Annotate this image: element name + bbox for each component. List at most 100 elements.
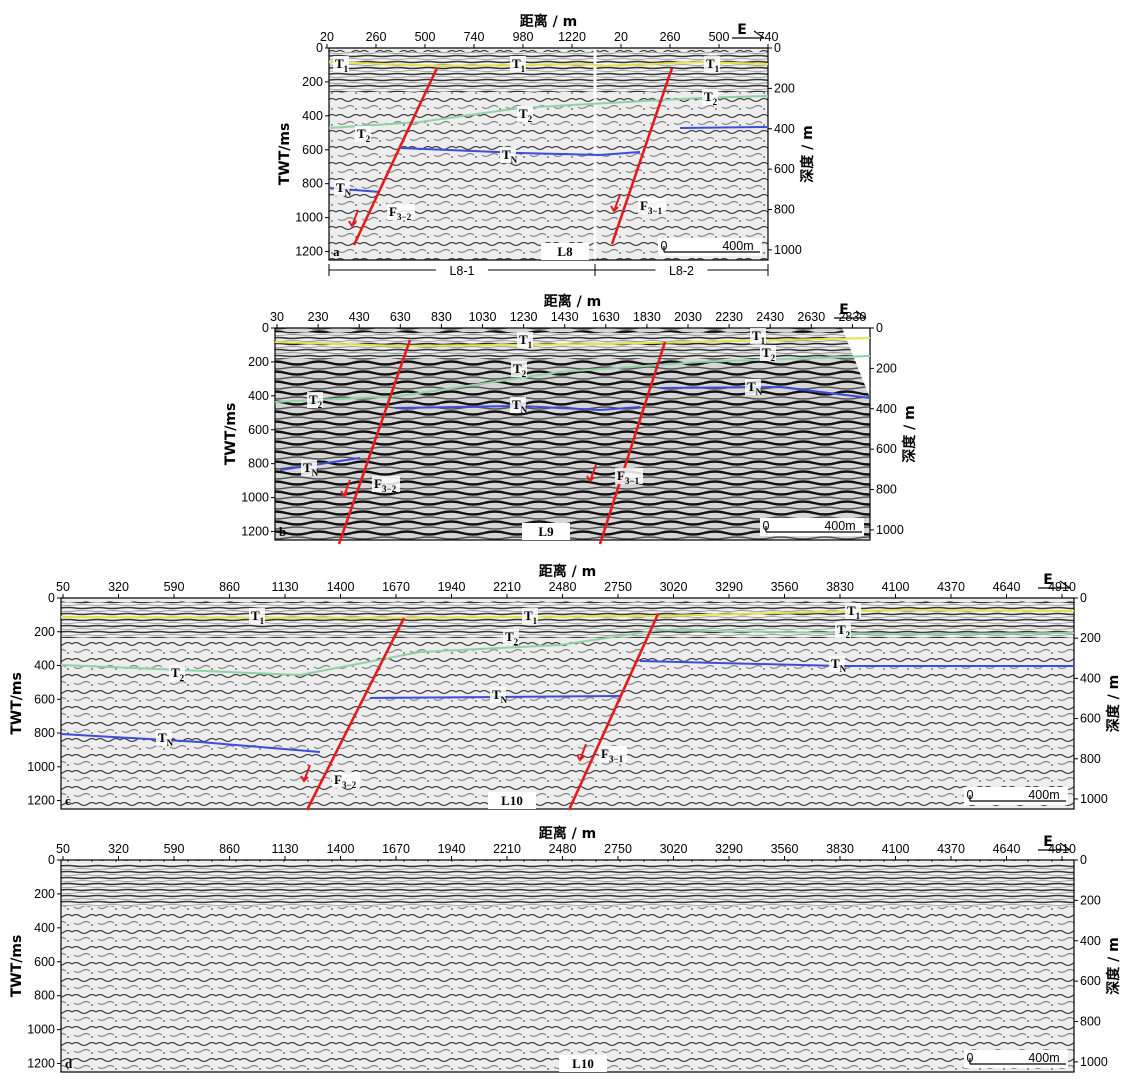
fault-slip-arrow-icon bbox=[610, 194, 621, 213]
seismic-panel-b: 30 230 430 630 830 1030 1230 1430 1630 1830 2030 22… bbox=[223, 293, 918, 545]
x-tick-label: 1230 bbox=[510, 310, 538, 324]
scale-zero: 0 bbox=[763, 519, 770, 533]
line-label-text: L9 bbox=[538, 524, 554, 539]
x-tick-label: 740 bbox=[758, 30, 779, 44]
horizon-label: T1 bbox=[704, 56, 720, 74]
slip-arrow-head bbox=[300, 775, 309, 783]
y-left-tick-label: 1200 bbox=[27, 1057, 55, 1071]
panel-letter: b bbox=[279, 524, 286, 539]
fault-label-text: F3−2 bbox=[334, 772, 357, 790]
fault-label-bg bbox=[387, 204, 415, 220]
panel-letter: d bbox=[65, 1056, 73, 1071]
horizon-label-bg bbox=[760, 345, 776, 361]
y-left-tick-label: 800 bbox=[34, 726, 55, 740]
y-left-axis-title: TWT/ms bbox=[277, 123, 293, 186]
y-left-tick-label: 1000 bbox=[27, 1023, 55, 1037]
fault-label-text: F3−1 bbox=[617, 468, 640, 486]
slip-arrow-head bbox=[576, 754, 585, 762]
horizon-label-text: T2 bbox=[171, 665, 185, 683]
horizon-label-text: TN bbox=[158, 730, 174, 748]
fault-label: F3−1 bbox=[615, 468, 643, 486]
x-tick-label: 20 bbox=[320, 30, 334, 44]
fault-label: F3−2 bbox=[372, 476, 400, 494]
y-left-tick-label: 200 bbox=[248, 355, 269, 369]
horizon-label-bg bbox=[517, 332, 533, 348]
horizon-label: T2 bbox=[835, 622, 851, 640]
line-label-text: L8 bbox=[557, 244, 573, 259]
x-tick-label: 230 bbox=[308, 310, 329, 324]
segment-bar: L8-1 L8-2 bbox=[328, 263, 769, 278]
x-tick-label: 1130 bbox=[272, 580, 299, 594]
fault-label: F3−2 bbox=[332, 772, 360, 790]
fault-label-bg bbox=[332, 772, 360, 788]
horizon-label-bg bbox=[702, 89, 718, 105]
y-left-tick-label: 200 bbox=[34, 887, 55, 901]
horizon-label: TN bbox=[745, 379, 763, 397]
horizon-label-text: TN bbox=[303, 460, 319, 478]
horizon-label: TN bbox=[829, 656, 847, 674]
y-right-tick-label: 800 bbox=[1080, 752, 1101, 766]
horizon-T2-line bbox=[60, 628, 1075, 677]
y-left-tick-label: 600 bbox=[34, 692, 55, 706]
direction-arrow-head bbox=[855, 310, 867, 319]
y-left-tick-label: 400 bbox=[34, 921, 55, 935]
line-label-bg bbox=[541, 243, 589, 260]
x-tick-label: 320 bbox=[108, 580, 129, 594]
x-tick-label: 1400 bbox=[327, 842, 355, 856]
scale-zero: 0 bbox=[661, 239, 668, 253]
y-left-tick-label: 800 bbox=[248, 457, 269, 471]
fault-slip-arrow-icon bbox=[348, 209, 359, 228]
slip-arrow-head bbox=[586, 475, 595, 483]
fault-label: F3−2 bbox=[387, 204, 415, 222]
x-tick-label: 590 bbox=[164, 842, 185, 856]
horizon-label-text: T2 bbox=[309, 392, 323, 410]
direction-label: E bbox=[1043, 572, 1053, 588]
y-right-tick-label: 200 bbox=[1080, 631, 1101, 645]
segment-label: L8-1 bbox=[449, 264, 474, 278]
horizon-label-text: T2 bbox=[513, 361, 527, 379]
line-label-bg bbox=[522, 523, 570, 540]
fault-label-bg bbox=[615, 468, 643, 484]
x-tick-label: 2030 bbox=[674, 310, 702, 324]
fault-label-text: F3−1 bbox=[601, 746, 624, 764]
horizon-label-text: TN bbox=[336, 180, 352, 198]
y-right-tick-label: 0 bbox=[1080, 591, 1087, 605]
x-tick-label: 3020 bbox=[660, 842, 688, 856]
y-right-axis-title: 深度 / m bbox=[1105, 937, 1122, 994]
fault-label: F3−1 bbox=[638, 198, 666, 216]
x-tick-label: 1220 bbox=[558, 30, 586, 44]
segment-label-bg bbox=[655, 263, 708, 277]
horizon-label-text: T1 bbox=[752, 328, 766, 346]
scale-bar: 0 400m bbox=[760, 518, 864, 536]
y-right-axis-title: 深度 / m bbox=[1105, 675, 1122, 732]
y-left-tick-label: 0 bbox=[48, 853, 55, 867]
direction-arrow-head bbox=[1059, 842, 1071, 851]
horizon-label: TN bbox=[301, 460, 319, 478]
fault-label-bg bbox=[638, 198, 666, 214]
x-tick-label: 860 bbox=[219, 580, 240, 594]
y-right-tick-label: 200 bbox=[1080, 893, 1101, 907]
scale-zero: 0 bbox=[967, 1051, 974, 1065]
x-tick-label: 2630 bbox=[797, 310, 825, 324]
horizon-label-text: TN bbox=[502, 147, 518, 165]
fault-line bbox=[305, 617, 406, 811]
horizon-label-bg bbox=[156, 730, 172, 746]
fault-line bbox=[567, 613, 660, 811]
x-tick-label: 3560 bbox=[771, 580, 799, 594]
y-right-axis-title: 深度 / m bbox=[799, 125, 816, 182]
y-left-tick-label: 0 bbox=[48, 591, 55, 605]
fault-line bbox=[598, 341, 667, 545]
y-right-tick-label: 600 bbox=[1080, 712, 1101, 726]
y-right-tick-label: 800 bbox=[1080, 1015, 1101, 1029]
x-tick-label: 2430 bbox=[756, 310, 784, 324]
x-tick-label: 20 bbox=[614, 30, 628, 44]
x-axis-title: 距离 / m bbox=[544, 293, 601, 310]
y-left-tick-label: 1000 bbox=[27, 760, 55, 774]
horizon-label-text: T1 bbox=[519, 332, 533, 350]
y-left-tick-label: 400 bbox=[302, 109, 323, 123]
horizon-label-bg bbox=[511, 361, 527, 377]
y-left-tick-label: 600 bbox=[248, 423, 269, 437]
horizon-label-text: T2 bbox=[357, 126, 371, 144]
horizon-label-bg bbox=[490, 687, 506, 703]
horizon-label-text: T1 bbox=[524, 608, 538, 626]
